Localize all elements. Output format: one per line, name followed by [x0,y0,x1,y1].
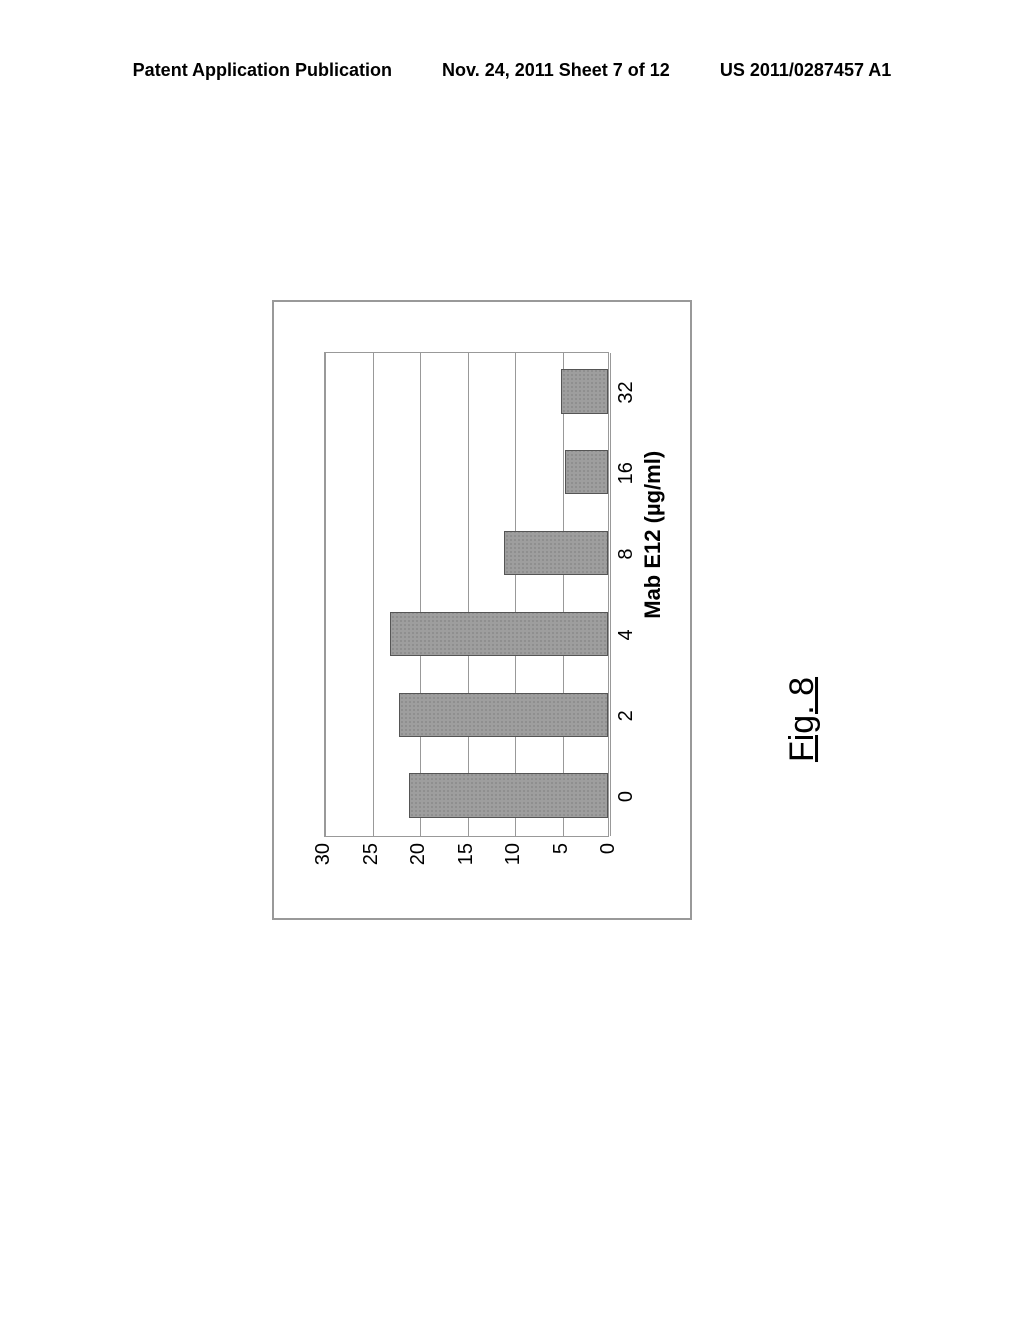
gridline [325,353,326,836]
gridline [420,353,421,836]
category-label: 0 [615,756,638,837]
y-tick-label: 30 [312,843,335,892]
y-tick-label: 15 [455,843,478,892]
bar [561,369,609,413]
gridline [563,353,564,836]
y-tick-label: 25 [360,843,383,892]
header-right: US 2011/0287457 A1 [720,60,891,81]
header-left: Patent Application Publication [133,60,392,81]
x-axis-label: Mab E12 (µg/ml) [640,451,666,619]
page-header: Patent Application Publication Nov. 24, … [0,60,1024,81]
bar [565,450,608,494]
bar [390,612,609,656]
category-label: 2 [615,675,638,756]
chart-outer-frame: 05101520253002481632Mab E12 (µg/ml) [272,300,692,920]
chart-inner: 05101520253002481632Mab E12 (µg/ml) [304,332,664,892]
y-tick-label: 10 [502,843,525,892]
gridline [610,353,611,836]
gridline [468,353,469,836]
header-center: Nov. 24, 2011 Sheet 7 of 12 [442,60,670,81]
category-label: 8 [615,514,638,595]
category-label: 4 [615,595,638,676]
bar [504,531,609,575]
y-tick-label: 5 [550,843,573,892]
plot-area [324,352,609,837]
gridline [515,353,516,836]
figure-caption: Fig. 8 [783,677,822,762]
gridline [373,353,374,836]
category-label: 16 [615,433,638,514]
y-tick-label: 0 [597,843,620,892]
category-label: 32 [615,352,638,433]
y-tick-label: 20 [407,843,430,892]
bar [399,693,608,737]
bar [409,773,609,817]
